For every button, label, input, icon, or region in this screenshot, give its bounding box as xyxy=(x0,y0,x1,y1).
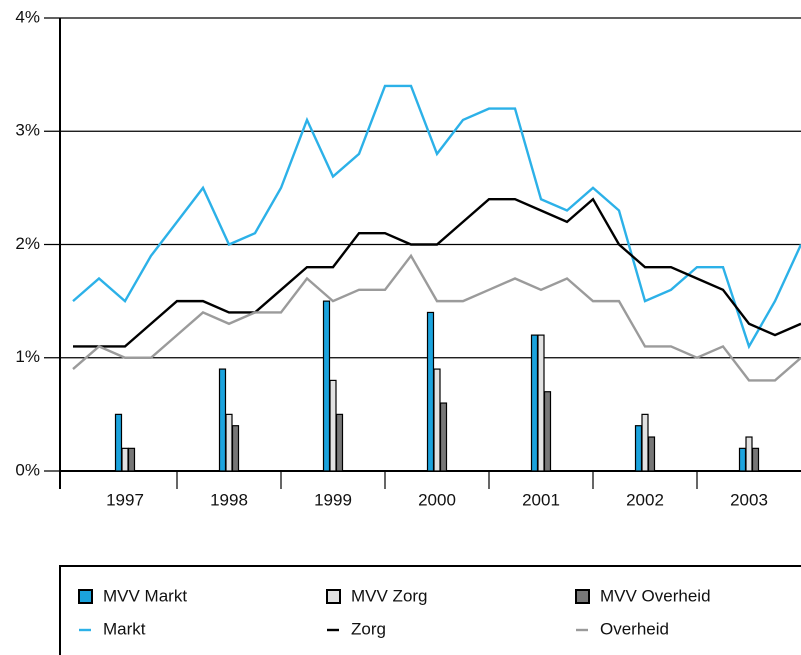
bar xyxy=(751,447,760,472)
bar xyxy=(218,368,227,472)
legend-label: MVV Zorg xyxy=(351,586,428,605)
bar xyxy=(225,413,233,472)
x-tick-label: 2000 xyxy=(418,490,456,509)
x-tick-label: 2002 xyxy=(626,490,664,509)
x-tick-label: 2001 xyxy=(522,490,560,509)
y-tick-label: 2% xyxy=(15,234,40,253)
bar xyxy=(231,425,240,472)
legend-label: Zorg xyxy=(351,619,386,638)
legend-label: MVV Markt xyxy=(103,586,187,605)
legend-label: MVV Overheid xyxy=(600,586,711,605)
bar xyxy=(329,379,337,472)
bar xyxy=(335,413,344,472)
y-tick-label: 4% xyxy=(15,7,40,26)
bar xyxy=(745,436,753,472)
y-tick-label: 0% xyxy=(15,460,40,479)
bar xyxy=(641,413,649,472)
bar xyxy=(647,436,656,472)
bar xyxy=(530,334,539,472)
bar xyxy=(543,391,552,472)
bar xyxy=(433,368,441,472)
bar xyxy=(114,413,123,472)
line xyxy=(72,253,801,382)
line xyxy=(73,197,801,348)
legend-swatch xyxy=(326,589,341,604)
bar xyxy=(127,447,136,472)
legend-box xyxy=(59,565,801,655)
legend-label: Markt xyxy=(103,619,146,638)
bar xyxy=(738,447,747,472)
legend-label: Overheid xyxy=(600,619,669,638)
bar xyxy=(322,300,331,472)
x-tick-label: 2003 xyxy=(730,490,768,509)
bar xyxy=(121,447,129,472)
bar xyxy=(634,425,643,472)
line xyxy=(72,84,801,350)
y-tick-label: 1% xyxy=(15,347,40,366)
x-tick-label: 1998 xyxy=(210,490,248,509)
legend-swatch xyxy=(575,589,590,604)
bar xyxy=(537,334,545,472)
x-tick-label: 1999 xyxy=(314,490,352,509)
legend-swatch xyxy=(78,589,93,604)
bar xyxy=(426,311,435,472)
bar xyxy=(439,402,448,472)
x-tick-label: 1997 xyxy=(106,490,144,509)
y-tick-label: 3% xyxy=(15,121,40,140)
